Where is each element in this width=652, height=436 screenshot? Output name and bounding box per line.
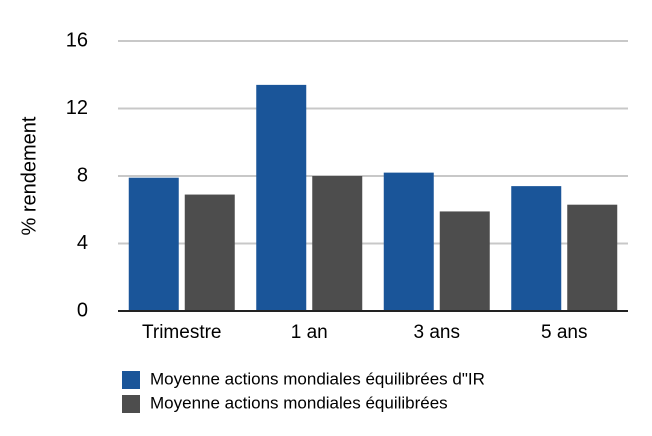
legend-swatch [122, 395, 140, 413]
legend-label: Moyenne actions mondiales équilibrées d"… [150, 369, 485, 388]
bar [312, 176, 363, 311]
bar [511, 186, 562, 311]
legend-swatch [122, 371, 140, 389]
bar [128, 177, 179, 311]
x-tick-label: 3 ans [414, 322, 460, 343]
bar [383, 172, 434, 311]
y-tick-label: 0 [77, 299, 88, 321]
bar [567, 204, 618, 311]
y-tick-label: 8 [77, 164, 88, 186]
legend-label: Moyenne actions mondiales équilibrées [150, 393, 448, 412]
bar [439, 211, 490, 311]
y-axis-label: % rendement [18, 116, 40, 235]
bar [256, 84, 307, 311]
x-tick-label: 5 ans [541, 322, 587, 343]
y-tick-label: 16 [66, 29, 88, 51]
x-tick-label: Trimestre [142, 322, 222, 343]
y-tick-label: 4 [77, 232, 88, 254]
bar [184, 194, 235, 311]
x-tick-label: 1 an [291, 322, 328, 343]
y-tick-label: 12 [66, 97, 88, 119]
